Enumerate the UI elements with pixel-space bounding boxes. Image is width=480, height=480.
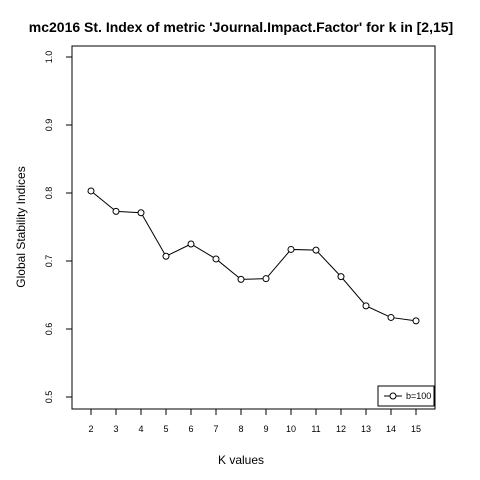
- data-point: [137, 209, 145, 217]
- data-point: [112, 207, 120, 215]
- data-point: [87, 187, 95, 195]
- data-point: [237, 275, 245, 283]
- x-tick-label: 9: [263, 424, 268, 434]
- data-point: [387, 313, 395, 321]
- x-tick-label: 12: [336, 424, 346, 434]
- x-tick-label: 6: [188, 424, 193, 434]
- plot-frame: [71, 45, 436, 410]
- chart-title: mc2016 St. Index of metric 'Journal.Impa…: [29, 19, 453, 35]
- x-tick-label: 2: [88, 424, 93, 434]
- x-tick-label: 4: [138, 424, 143, 434]
- legend-box: [377, 385, 435, 407]
- y-tick-label: 0.7: [44, 255, 54, 268]
- x-tick-label: 13: [361, 424, 371, 434]
- data-point: [287, 245, 295, 253]
- x-tick-label: 14: [386, 424, 396, 434]
- legend: b=100: [377, 385, 435, 407]
- data-point: [312, 246, 320, 254]
- x-tick-label: 11: [311, 424, 320, 434]
- data-point: [162, 252, 170, 260]
- x-tick-label: 3: [113, 424, 118, 434]
- x-tick-label: 5: [163, 424, 168, 434]
- x-tick-label: 8: [238, 424, 243, 434]
- x-tick-label: 10: [286, 424, 296, 434]
- y-tick-label: 0.8: [44, 187, 54, 200]
- data-point: [187, 240, 195, 248]
- series-b100: [87, 187, 420, 325]
- data-point: [212, 255, 220, 263]
- y-tick-label: 0.6: [44, 323, 54, 336]
- data-point: [362, 302, 370, 310]
- y-tick-label: 0.5: [44, 391, 54, 404]
- data-point: [412, 317, 420, 325]
- y-tick-label: 1.0: [44, 51, 54, 64]
- y-tick-label: 0.9: [44, 119, 54, 132]
- series-line: [90, 190, 417, 322]
- x-tick-label: 15: [411, 424, 421, 434]
- legend-label: b=100: [406, 391, 431, 401]
- legend-marker: [389, 392, 397, 400]
- y-axis: 0.5 0.6 0.7 0.8 0.9 1.0: [44, 51, 73, 404]
- x-axis-label: K values: [218, 453, 264, 467]
- x-axis: 2 3 4 5 6 7 8 9 10 11 12 13 14 15: [88, 408, 421, 434]
- data-point: [262, 275, 270, 283]
- x-tick-label: 7: [213, 424, 218, 434]
- y-axis-label: Global Stability Indices: [14, 166, 28, 287]
- data-point: [337, 273, 345, 281]
